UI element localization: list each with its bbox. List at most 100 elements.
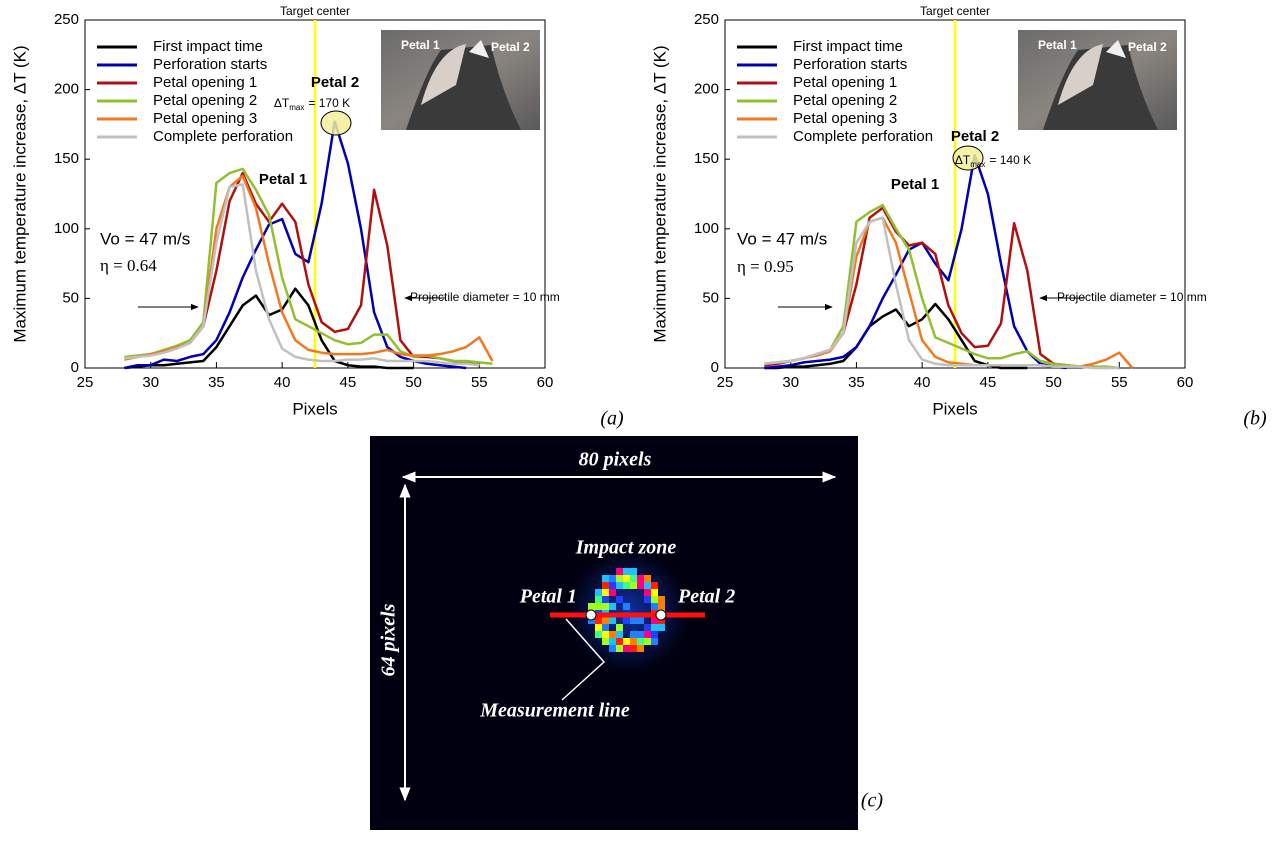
thermal-pixel: [609, 638, 616, 645]
thermal-pixel: [616, 638, 623, 645]
thermal-pixel: [602, 603, 609, 610]
series-line: [124, 174, 494, 362]
thermal-pixel: [616, 624, 623, 631]
thermal-pixel: [651, 631, 658, 638]
legend-label: First impact time: [793, 38, 903, 55]
x-tick-label: 25: [77, 374, 94, 391]
thermal-pixel: [651, 596, 658, 603]
panel-label: (c): [861, 790, 884, 812]
x-tick-label: 45: [340, 374, 357, 391]
thermal-pixel: [595, 617, 602, 624]
target-label: Target center: [920, 4, 990, 18]
annotation: Projectile diameter = 10 mm: [1057, 290, 1207, 304]
photo-label: Petal 2: [491, 40, 530, 54]
thermal-pixel: [630, 631, 637, 638]
photo-shape: [406, 45, 521, 130]
thermal-pixel: [651, 589, 658, 596]
photo-label: Petal 1: [1038, 38, 1077, 52]
image-label: Petal 1: [519, 586, 577, 608]
thermal-pixel: [630, 638, 637, 645]
petal-marker: [655, 609, 667, 621]
thermal-pixel: [595, 596, 602, 603]
thermal-pixel: [609, 617, 616, 624]
thermal-pixel: [644, 582, 651, 589]
thermal-pixel: [609, 631, 616, 638]
series-line: [124, 171, 480, 367]
photo-shape: [1043, 45, 1158, 130]
thermal-pixel: [630, 568, 637, 575]
x-tick-label: 60: [537, 374, 554, 391]
petal-marker: [585, 609, 597, 621]
dimension-label: 64 pixels: [378, 603, 400, 676]
series-line: [764, 216, 1120, 370]
leader-line: [561, 618, 606, 701]
thermal-pixel: [602, 624, 609, 631]
y-tick-label: 150: [694, 150, 719, 167]
panel-label: (a): [600, 408, 624, 430]
annotation-part: max: [289, 103, 304, 112]
image-label: Impact zone: [575, 537, 677, 559]
legend-label: Petal opening 3: [793, 110, 897, 127]
thermal-pixel: [637, 617, 644, 624]
thermal-pixel: [616, 645, 623, 652]
y-tick-label: 250: [694, 11, 719, 28]
x-tick-label: 60: [1177, 374, 1194, 391]
thermal-pixel: [630, 575, 637, 582]
series-line: [124, 183, 480, 367]
annotation: η = 0.64: [100, 256, 157, 275]
legend-label: Perforation starts: [793, 56, 907, 73]
x-tick-label: 50: [1045, 374, 1062, 391]
annotation-part: ΔT: [955, 153, 971, 167]
thermal-pixel: [602, 596, 609, 603]
thermal-pixel: [588, 603, 595, 610]
thermal-pixel: [637, 575, 644, 582]
thermal-pixel: [644, 575, 651, 582]
thermal-pixel: [588, 617, 595, 624]
y-tick-label: 0: [71, 359, 79, 376]
thermal-pixel: [658, 596, 665, 603]
x-tick-label: 40: [274, 374, 291, 391]
thermal-pixel: [637, 631, 644, 638]
x-tick-label: 25: [717, 374, 734, 391]
x-tick-label: 55: [471, 374, 488, 391]
photo-label: Petal 1: [401, 38, 440, 52]
thermal-pixel: [651, 603, 658, 610]
series-line: [764, 302, 1028, 370]
thermal-pixel: [651, 582, 658, 589]
legend-label: Perforation starts: [153, 56, 267, 73]
annotation-part: ΔT: [274, 96, 290, 110]
series-line: [764, 153, 1067, 370]
y-tick-label: 100: [694, 220, 719, 237]
annotation: η = 0.95: [737, 257, 794, 276]
annotation: Petal 2: [311, 74, 359, 91]
y-axis-label: Maximum temperature increase, ΔT (K): [650, 45, 669, 342]
y-tick-label: 0: [711, 359, 719, 376]
annotation: Petal 2: [951, 128, 999, 145]
peak-highlight: [320, 110, 352, 136]
y-tick-label: 200: [694, 81, 719, 98]
thermal-pixel: [609, 603, 616, 610]
series-line: [124, 120, 467, 370]
thermal-pixel: [609, 589, 616, 596]
legend-label: Complete perforation: [793, 128, 933, 145]
thermal-pixel: [602, 582, 609, 589]
thermal-pixel: [644, 624, 651, 631]
image-label: Measurement line: [479, 700, 630, 722]
y-axis-label: Maximum temperature increase, ΔT (K): [10, 45, 29, 342]
legend-label: First impact time: [153, 38, 263, 55]
series-line: [124, 287, 414, 370]
thermal-pixel: [602, 575, 609, 582]
image-label: Petal 2: [677, 586, 735, 608]
annotation: ΔTmax = 170 K: [274, 96, 350, 112]
x-tick-label: 50: [405, 374, 422, 391]
annotation-part: = 140 K: [989, 153, 1031, 167]
thermal-pixel: [630, 617, 637, 624]
thermal-pixel: [595, 589, 602, 596]
legend-label: Petal opening 1: [153, 74, 257, 91]
annotation: Vo = 47 m/s: [100, 229, 190, 248]
panel-label: (b): [1243, 408, 1267, 430]
annotation-part: max: [970, 160, 985, 169]
thermal-pixel: [609, 575, 616, 582]
x-axis-label: Pixels: [932, 399, 977, 418]
thermal-pixel: [637, 582, 644, 589]
